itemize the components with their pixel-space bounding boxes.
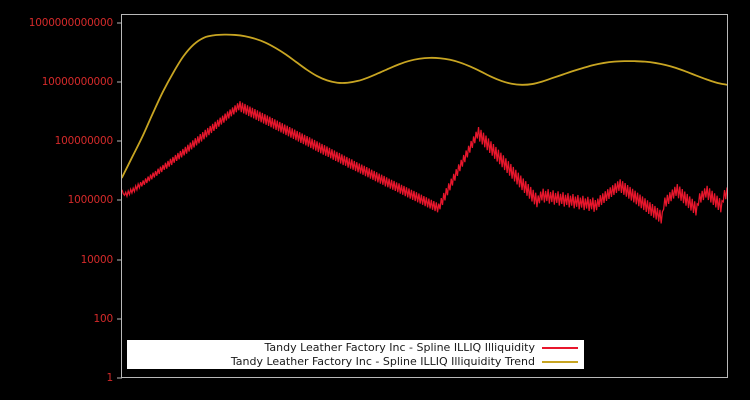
y-axis-tick-label: 1	[106, 372, 114, 384]
y-axis-tick-label: 10000	[80, 253, 114, 266]
y-axis-tick-mark	[117, 259, 122, 261]
plot-area	[121, 14, 728, 378]
y-axis-tick-mark	[117, 22, 122, 24]
y-axis: 1000000000000 10000000000 100000000 1000000…	[0, 0, 122, 400]
legend: Tandy Leather Factory Inc - Spline ILLIQ…	[126, 339, 585, 370]
y-axis-tick-label: 10000000000	[41, 76, 113, 89]
y-axis-tick-label: 100000000	[54, 135, 114, 148]
legend-item: Tandy Leather Factory Inc - Spline ILLIQ…	[127, 341, 578, 355]
y-axis-tick-label: 100	[93, 312, 114, 325]
legend-swatch-illiquidity	[542, 346, 578, 349]
legend-swatch-trend	[542, 360, 578, 363]
y-axis-tick-mark	[117, 81, 122, 83]
y-axis-tick-mark	[117, 377, 122, 379]
legend-item-label: Tandy Leather Factory Inc - Spline ILLIQ…	[264, 341, 535, 354]
y-axis-tick-mark	[117, 199, 122, 201]
y-axis-tick-label: 1000000	[67, 194, 114, 207]
legend-item: Tandy Leather Factory Inc - Spline ILLIQ…	[127, 355, 578, 369]
legend-item-label: Tandy Leather Factory Inc - Spline ILLIQ…	[230, 355, 535, 368]
y-axis-tick-label: 1000000000000	[28, 16, 113, 29]
series-line-illiquidity	[122, 101, 727, 224]
y-axis-tick-mark	[117, 318, 122, 320]
series-line-trend	[122, 33, 727, 179]
y-axis-tick-mark	[117, 140, 122, 142]
plot-canvas	[122, 33, 727, 224]
